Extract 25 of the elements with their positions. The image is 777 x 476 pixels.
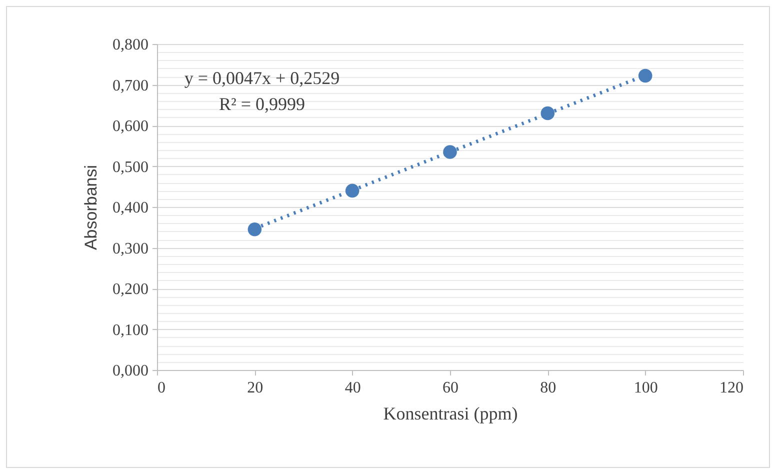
- y-tick-label: 0,700: [112, 77, 148, 94]
- y-tick-label: 0,100: [112, 322, 148, 339]
- x-tick-label: 20: [247, 380, 264, 396]
- y-tick-label: 0,300: [112, 240, 148, 258]
- point: [248, 222, 262, 236]
- y-tick-label: 0,200: [112, 281, 148, 298]
- y-axis-title: Absorbansi: [82, 164, 100, 250]
- y-tick-label: 0,800: [112, 36, 148, 54]
- y-tick-label: 0,600: [112, 118, 148, 135]
- point: [638, 68, 652, 83]
- y-tick-label: 0,000: [112, 362, 148, 380]
- annotation: R² = 0,9999: [218, 94, 306, 114]
- point: [345, 184, 360, 198]
- x-tick-label: 100: [634, 380, 658, 396]
- point: [443, 145, 457, 159]
- x-tick-label: 40: [344, 380, 361, 396]
- x-tick-label: 60: [442, 380, 458, 396]
- x-tick-label: 120: [720, 380, 744, 396]
- y-tick-label: 0,400: [112, 200, 148, 216]
- y-tick-label: 0,500: [112, 158, 148, 176]
- x-tick-label: 80: [540, 380, 556, 396]
- point: [540, 106, 555, 120]
- x-axis-title: Konsentrasi (ppm): [383, 404, 518, 424]
- x-tick-label: 0: [158, 380, 166, 396]
- annotation: y = 0,0047x + 0,2529: [184, 68, 340, 88]
